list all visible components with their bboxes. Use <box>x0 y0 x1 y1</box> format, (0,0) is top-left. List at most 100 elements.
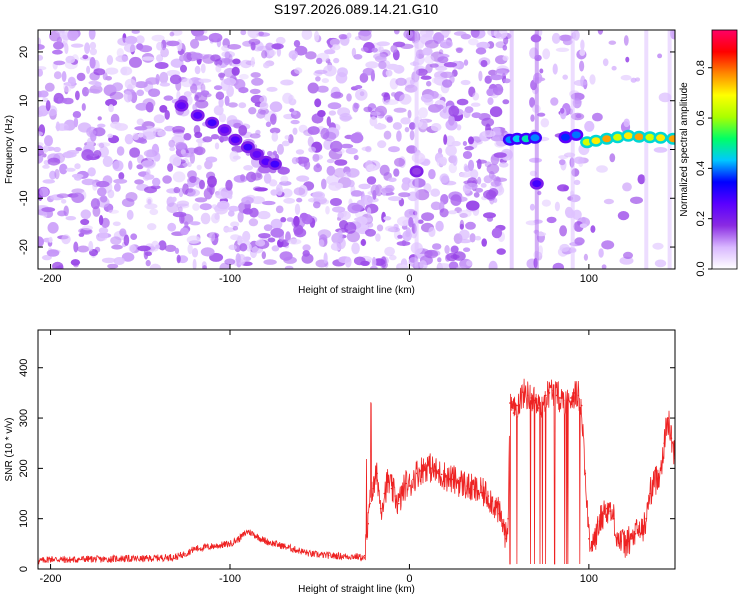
noise-speck <box>456 47 463 54</box>
noise-speck <box>113 178 128 184</box>
noise-speck <box>419 260 427 269</box>
noise-speck <box>448 210 458 215</box>
noise-speck <box>474 187 484 193</box>
noise-speck <box>282 92 293 104</box>
y-tick-label: 0 <box>18 566 30 572</box>
noise-speck <box>89 57 96 69</box>
noise-speck <box>169 31 175 37</box>
feature-band <box>591 137 601 145</box>
noise-speck <box>440 71 455 79</box>
noise-speck <box>173 132 185 137</box>
noise-speck <box>263 224 273 232</box>
noise-speck <box>294 67 303 74</box>
noise-speck <box>468 38 479 46</box>
noise-speck <box>390 45 398 53</box>
noise-speck <box>296 197 303 203</box>
snr-point <box>516 404 518 407</box>
noise-speck <box>314 30 320 42</box>
noise-speck <box>320 127 330 140</box>
noise-speck <box>375 233 381 242</box>
noise-speck <box>211 134 219 140</box>
noise-speck <box>167 163 174 172</box>
snr-point <box>534 399 536 402</box>
noise-speck <box>180 64 187 73</box>
noise-speck <box>81 149 94 161</box>
noise-speck <box>225 179 233 191</box>
noise-speck <box>387 177 397 183</box>
noise-speck <box>471 112 482 119</box>
noise-speck <box>429 63 439 68</box>
snr-point <box>555 394 558 397</box>
noise-speck <box>415 189 430 201</box>
x-tick-label: -100 <box>219 273 241 285</box>
noise-speck <box>424 249 439 259</box>
noise-speck <box>134 179 145 185</box>
noise-speck <box>333 167 347 178</box>
x-tick-label: 0 <box>406 573 412 585</box>
noise-speck <box>529 203 535 211</box>
noise-speck <box>437 257 442 263</box>
y-tick-label: 200 <box>18 459 30 477</box>
noise-speck <box>292 111 297 115</box>
noise-speck <box>326 158 335 164</box>
noise-speck <box>125 35 138 45</box>
noise-speck <box>172 125 186 133</box>
noise-speck <box>268 49 276 57</box>
noise-speck <box>346 168 360 178</box>
noise-speck <box>435 66 448 71</box>
snr-points <box>38 389 675 563</box>
noise-speck <box>374 123 387 130</box>
snr-point <box>580 404 583 407</box>
snr-point <box>415 472 418 475</box>
noise-speck <box>159 82 171 87</box>
noise-speck <box>235 253 241 264</box>
colorbar-tick-label: 0.0 <box>695 261 707 276</box>
noise-speck <box>386 63 399 70</box>
noise-speck <box>151 240 160 252</box>
noise-speck <box>350 132 364 144</box>
noise-speck <box>314 69 328 75</box>
snr-point <box>566 402 569 404</box>
noise-speck <box>80 218 90 226</box>
noise-speck <box>409 122 416 130</box>
noise-speck <box>324 49 336 55</box>
x-tick-label: -100 <box>219 573 241 585</box>
noise-speck <box>458 209 472 218</box>
noise-speck <box>371 256 377 268</box>
noise-speck <box>56 36 63 44</box>
noise-speck <box>550 97 559 106</box>
noise-speck <box>128 244 137 253</box>
noise-speck <box>358 30 372 41</box>
noise-speck <box>88 130 97 136</box>
noise-speck <box>195 99 209 109</box>
noise-speck <box>164 110 170 120</box>
noise-speck <box>392 122 402 130</box>
snr-point <box>444 475 447 477</box>
noise-speck <box>186 181 196 188</box>
noise-speck <box>430 188 441 197</box>
noise-speck <box>42 179 56 184</box>
vertical-streak <box>509 30 514 269</box>
noise-speck <box>258 233 271 239</box>
noise-speck <box>175 79 182 91</box>
noise-speck <box>562 74 568 80</box>
noise-speck <box>179 213 185 224</box>
snr-point <box>631 538 633 540</box>
noise-speck <box>540 118 550 128</box>
colorbar-tick-label: 0.4 <box>695 161 707 176</box>
noise-speck <box>164 125 175 132</box>
noise-speck <box>107 189 115 199</box>
noise-speck <box>500 127 505 134</box>
noise-speck <box>284 265 294 269</box>
noise-speck <box>373 53 387 60</box>
noise-speck <box>219 73 224 81</box>
noise-speck <box>555 47 570 52</box>
noise-speck <box>75 90 80 101</box>
feature-band <box>530 134 540 142</box>
noise-speck <box>207 175 217 188</box>
noise-speck <box>652 242 664 250</box>
snr-point <box>484 492 486 495</box>
snr-point <box>507 517 509 520</box>
noise-speck <box>385 69 393 77</box>
